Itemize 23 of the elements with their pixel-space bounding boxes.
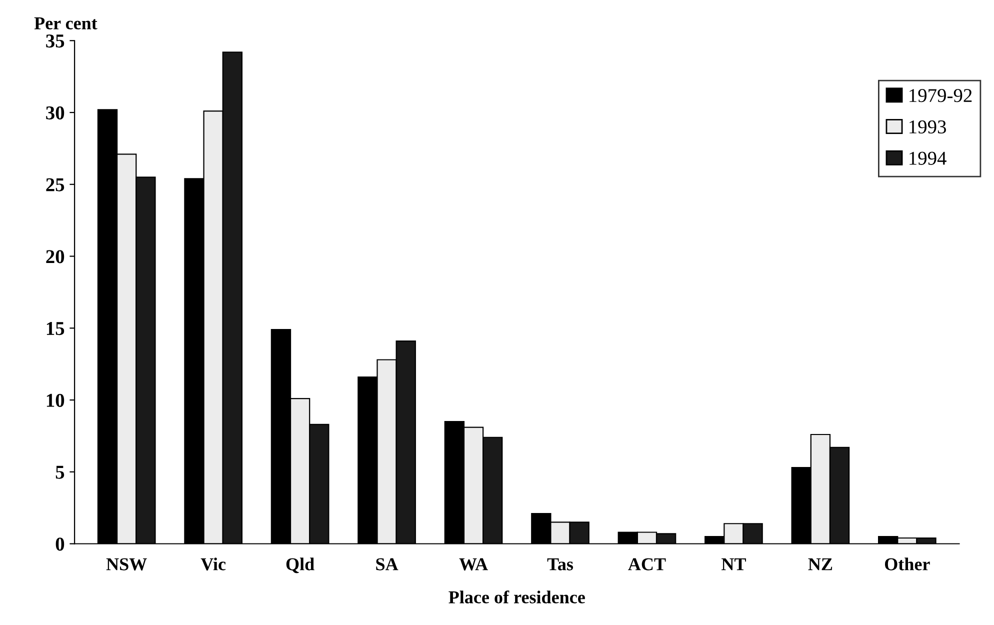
- y-tick-label: 30: [46, 106, 64, 120]
- x-tick-label: Other: [884, 558, 930, 570]
- x-tick-label: ACT: [628, 558, 666, 570]
- x-axis-title: Place of residence: [448, 590, 585, 604]
- legend-label: 1979-92: [910, 89, 972, 102]
- x-tick-label: WA: [459, 558, 488, 570]
- x-tick-label: NSW: [106, 558, 147, 570]
- y-tick-label: 15: [46, 322, 64, 336]
- x-tick-label: SA: [376, 558, 398, 570]
- x-tick-label: Vic: [200, 558, 226, 570]
- legend-label: 1994: [910, 152, 946, 165]
- x-tick-label: NZ: [808, 558, 832, 570]
- y-tick-label: 35: [46, 34, 64, 48]
- legend-label: 1993: [910, 120, 946, 134]
- y-tick-label: 20: [46, 250, 64, 264]
- y-tick-label: 0: [56, 538, 64, 551]
- x-tick-label: NT: [722, 558, 746, 570]
- y-tick-label: 5: [56, 466, 64, 479]
- x-tick-label: Tas: [547, 558, 574, 570]
- y-tick-label: 10: [46, 394, 64, 407]
- x-tick-label: Qld: [286, 558, 314, 574]
- y-tick-label: 25: [46, 178, 64, 192]
- y-axis-title: Per cent: [34, 17, 98, 30]
